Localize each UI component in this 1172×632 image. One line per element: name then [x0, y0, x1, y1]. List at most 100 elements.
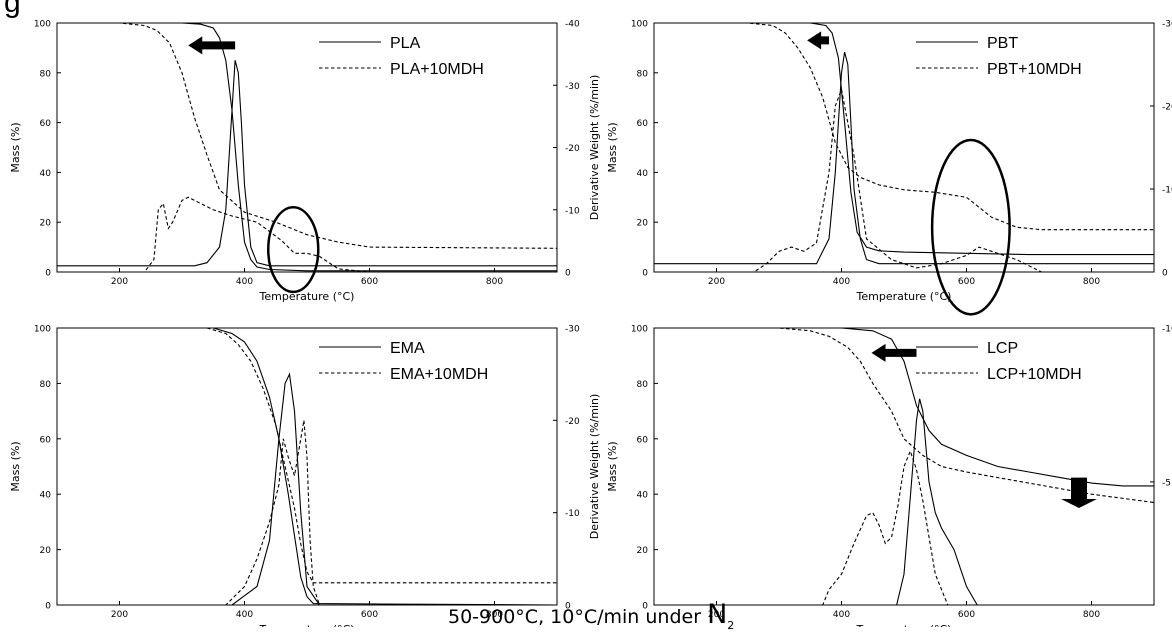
- y-tick-label: 80: [40, 380, 52, 390]
- x-tick-label: 600: [958, 277, 975, 287]
- caption-text: 50-900°C, 10°C/min under: [448, 606, 702, 628]
- legend-label: PBT+10MDH: [987, 61, 1082, 78]
- series-line-pla-derivative: [57, 60, 557, 267]
- y2-tick-label: -20: [565, 144, 580, 154]
- x-tick-label: 600: [361, 277, 378, 287]
- y-tick-label: 0: [45, 602, 51, 612]
- y-tick-label: 100: [631, 20, 648, 30]
- series-line-ema-10mdh-derivative: [57, 420, 557, 605]
- annotation-ellipse: [930, 138, 1011, 316]
- y-tick-label: 40: [40, 169, 52, 179]
- y-tick-label: 80: [40, 69, 52, 79]
- annotation-arrow-down: [1061, 477, 1097, 509]
- series-line-ema-10mdh-mass: [57, 328, 557, 584]
- x-tick-label: 400: [833, 610, 850, 620]
- y-axis-label: Mass (%): [606, 441, 619, 491]
- plot-frame: [56, 327, 558, 606]
- y-tick-label: 40: [637, 491, 649, 501]
- caption-gas: N: [707, 599, 728, 630]
- panel-ema: 200 400 600 800 0 20 40 60 80 100 0 -10 -20 -30 Temper…: [9, 325, 601, 628]
- x-axis-label: Temperature (°C): [856, 623, 952, 627]
- legend-label: LCP+10MDH: [987, 366, 1082, 383]
- x-tick-label: 200: [111, 277, 128, 287]
- y-axis-label: Mass (%): [606, 122, 619, 172]
- x-tick-label: 800: [1083, 277, 1100, 287]
- plot-frame: [653, 327, 1155, 606]
- figure-caption: 50-900°C, 10°C/min under N2: [448, 599, 735, 632]
- y-tick-label: 20: [637, 219, 649, 229]
- y-tick-label: 0: [642, 269, 648, 279]
- series-line-ema-derivative: [57, 372, 557, 605]
- y-tick-label: 40: [637, 169, 649, 179]
- plot-frame: [653, 22, 1155, 273]
- series-line-lcp-derivative: [896, 398, 978, 605]
- annotation-arrow-left: [871, 343, 917, 362]
- x-tick-label: 600: [958, 610, 975, 620]
- y-tick-label: 20: [637, 546, 649, 556]
- y-axis-label: Mass (%): [9, 122, 22, 172]
- y-tick-label: 80: [637, 380, 649, 390]
- y-tick-label: 20: [40, 219, 52, 229]
- panel-pbt: 200 400 600 800 0 20 40 60 80 100 0 -10 -20 -30 Temper…: [606, 20, 1172, 316]
- y-tick-label: 0: [45, 269, 51, 279]
- y-tick-label: 0: [642, 602, 648, 612]
- y2-tick-label: -20: [1162, 103, 1172, 113]
- x-axis-label: Temperature (°C): [259, 623, 355, 627]
- x-tick-label: 400: [833, 277, 850, 287]
- legend-label: PLA: [390, 35, 421, 52]
- series-line-pbt-10mdh-derivative: [654, 87, 1154, 272]
- y-tick-label: 100: [34, 20, 51, 30]
- legend-label: PLA+10MDH: [390, 61, 484, 78]
- y2-tick-label: -10: [1162, 325, 1172, 335]
- series-line-pbt-mass: [654, 23, 1154, 256]
- series-line-pla-mass: [57, 23, 557, 272]
- x-tick-label: 600: [361, 610, 378, 620]
- y2-tick-label: 0: [565, 269, 571, 279]
- y-tick-label: 60: [40, 119, 52, 129]
- y-tick-label: 60: [40, 435, 52, 445]
- series-line-pla-10mdh-mass: [57, 23, 557, 249]
- panel-lcp: 2004006008000204060801000-5-10Temperatur…: [606, 325, 1172, 628]
- x-tick-label: 800: [486, 610, 503, 620]
- y2-tick-label: -30: [1162, 20, 1172, 30]
- y2-axis-label: Derivative Weight (%/min): [588, 75, 601, 221]
- y-axis-label: Mass (%): [9, 441, 22, 491]
- series-line-lcp-10mdh-mass: [654, 328, 1154, 504]
- x-tick-label: 200: [111, 610, 128, 620]
- y2-tick-label: -10: [565, 206, 580, 216]
- annotation-arrow-left: [188, 36, 236, 55]
- legend-label: PBT: [987, 35, 1018, 52]
- legend-label: LCP: [987, 340, 1018, 357]
- y2-tick-label: -10: [565, 509, 580, 519]
- y2-tick-label: -40: [565, 20, 580, 30]
- y-tick-label: 80: [637, 69, 649, 79]
- y-tick-label: 40: [40, 491, 52, 501]
- y2-tick-label: -30: [565, 82, 580, 92]
- legend-label: EMA+10MDH: [390, 366, 488, 383]
- x-tick-label: 800: [1083, 610, 1100, 620]
- y2-tick-label: -10: [1162, 186, 1172, 196]
- y-tick-label: 60: [637, 435, 649, 445]
- y2-tick-label: -20: [565, 417, 580, 427]
- y2-tick-label: 0: [1162, 269, 1168, 279]
- annotation-arrow-left: [807, 31, 829, 50]
- x-tick-label: 400: [236, 610, 253, 620]
- series-line-pbt-10mdh-mass: [654, 23, 1154, 231]
- series-line-pla-10mdh-derivative: [57, 196, 557, 272]
- x-axis-label: Temperature (°C): [259, 290, 355, 303]
- figure-title: g: [4, 0, 21, 19]
- y-tick-label: 100: [34, 325, 51, 335]
- y-tick-label: 100: [631, 325, 648, 335]
- y2-tick-label: 0: [565, 602, 571, 612]
- panel-pla: 200 400 600 800 0 20 40 60 80 100 0 -10 -20 -30 -40 Tem…: [9, 20, 601, 304]
- x-tick-label: 800: [486, 277, 503, 287]
- x-tick-label: 200: [708, 277, 725, 287]
- caption-gas-subscript: 2: [727, 619, 735, 632]
- y2-axis-label: Derivative Weight (%/min): [588, 394, 601, 540]
- y2-tick-label: -30: [565, 325, 580, 335]
- legend-label: EMA: [390, 340, 425, 357]
- y-tick-label: 20: [40, 546, 52, 556]
- x-axis-label: Temperature (°C): [856, 290, 952, 303]
- series-line-pbt-derivative: [654, 51, 1154, 265]
